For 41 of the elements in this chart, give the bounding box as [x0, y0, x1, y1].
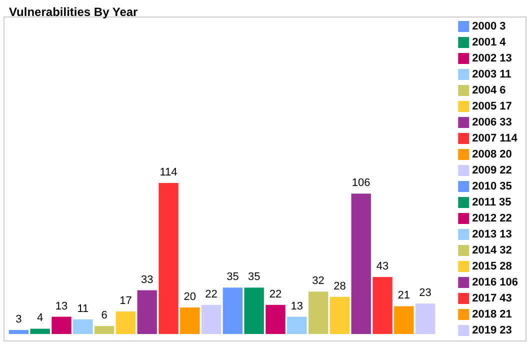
- legend-label: 2013 13: [472, 228, 512, 240]
- data-label: 32: [312, 275, 324, 288]
- legend-label: 2012 22: [472, 212, 512, 224]
- data-label: 13: [290, 300, 304, 312]
- legend-label: 2001 4: [472, 36, 507, 48]
- data-label: 3: [16, 314, 22, 326]
- legend-label: 2010 35: [472, 180, 512, 192]
- legend-label: 2000 3: [472, 20, 506, 32]
- legend-label: 2019 23: [472, 324, 512, 336]
- legend-label: 2002 13: [472, 52, 512, 64]
- data-label: 6: [101, 310, 108, 322]
- legend-label: 2015 28: [472, 260, 512, 272]
- data-label: 23: [419, 287, 432, 300]
- data-label: 114: [160, 166, 178, 179]
- data-label: 35: [226, 271, 239, 284]
- data-label: 13: [55, 300, 68, 312]
- data-label: 33: [140, 274, 154, 286]
- legend-label: 2003 11: [472, 68, 512, 80]
- legend-label: 2017 43: [472, 292, 512, 304]
- data-label: 35: [248, 271, 260, 284]
- data-label: 4: [37, 312, 44, 324]
- legend-label: 2007 114: [472, 132, 518, 144]
- data-label: 106: [352, 177, 370, 190]
- data-label: 21: [398, 290, 410, 302]
- legend-label: 2011 35: [472, 196, 512, 208]
- legend-label: 2004 6: [472, 84, 506, 96]
- data-label: 22: [269, 288, 282, 300]
- data-label: 28: [334, 280, 346, 292]
- legend-label: 2018 21: [472, 308, 512, 320]
- legend-label: 2005 17: [472, 100, 512, 112]
- chart-title: Vulnerabilities By Year: [9, 5, 138, 19]
- data-label: 17: [120, 294, 132, 307]
- legend-label: 2006 33: [472, 116, 512, 128]
- legend-label: 2016 106: [472, 276, 518, 288]
- data-label: 22: [205, 288, 218, 300]
- legend-label: 2008 20: [472, 148, 512, 160]
- legend-label: 2009 22: [472, 164, 512, 176]
- legend-label: 2014 32: [472, 244, 512, 256]
- data-label: 43: [376, 260, 389, 273]
- data-label: 11: [77, 302, 89, 315]
- data-label: 20: [184, 291, 196, 304]
